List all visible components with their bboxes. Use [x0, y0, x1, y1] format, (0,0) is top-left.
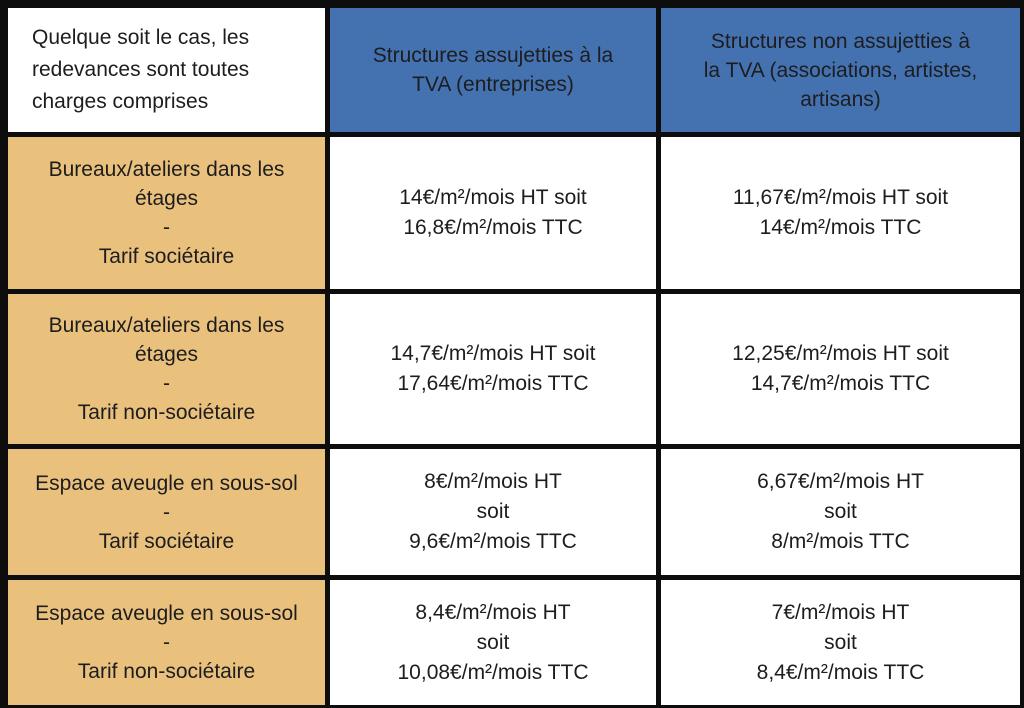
row-label-sous-sol-non-societaire: Espace aveugle en sous-sol - Tarif non-s… — [8, 580, 325, 705]
header-structures-non-tva: Structures non assujetties à la TVA (ass… — [661, 8, 1020, 132]
price-bureaux-non-societaire-tva: 14,7€/m²/mois HT soit 17,64€/m²/mois TTC — [330, 294, 656, 444]
price-bureaux-non-societaire-non-tva: 12,25€/m²/mois HT soit 14,7€/m²/mois TTC — [661, 294, 1020, 444]
price-sous-sol-societaire-non-tva: 6,67€/m²/mois HT soit 8/m²/mois TTC — [661, 449, 1020, 575]
price-bureaux-societaire-non-tva: 11,67€/m²/mois HT soit 14€/m²/mois TTC — [661, 137, 1020, 289]
table-intro-cell: Quelque soit le cas, les redevances sont… — [8, 8, 325, 132]
header-structures-tva: Structures assujetties à la TVA (entrepr… — [330, 8, 656, 132]
price-sous-sol-societaire-tva: 8€/m²/mois HT soit 9,6€/m²/mois TTC — [330, 449, 656, 575]
row-label-bureaux-non-societaire: Bureaux/ateliers dans les étages - Tarif… — [8, 294, 325, 444]
price-sous-sol-non-societaire-non-tva: 7€/m²/mois HT soit 8,4€/m²/mois TTC — [661, 580, 1020, 705]
price-bureaux-societaire-tva: 14€/m²/mois HT soit 16,8€/m²/mois TTC — [330, 137, 656, 289]
price-sous-sol-non-societaire-tva: 8,4€/m²/mois HT soit 10,08€/m²/mois TTC — [330, 580, 656, 705]
row-label-sous-sol-societaire: Espace aveugle en sous-sol - Tarif socié… — [8, 449, 325, 575]
row-label-bureaux-societaire: Bureaux/ateliers dans les étages - Tarif… — [8, 137, 325, 289]
